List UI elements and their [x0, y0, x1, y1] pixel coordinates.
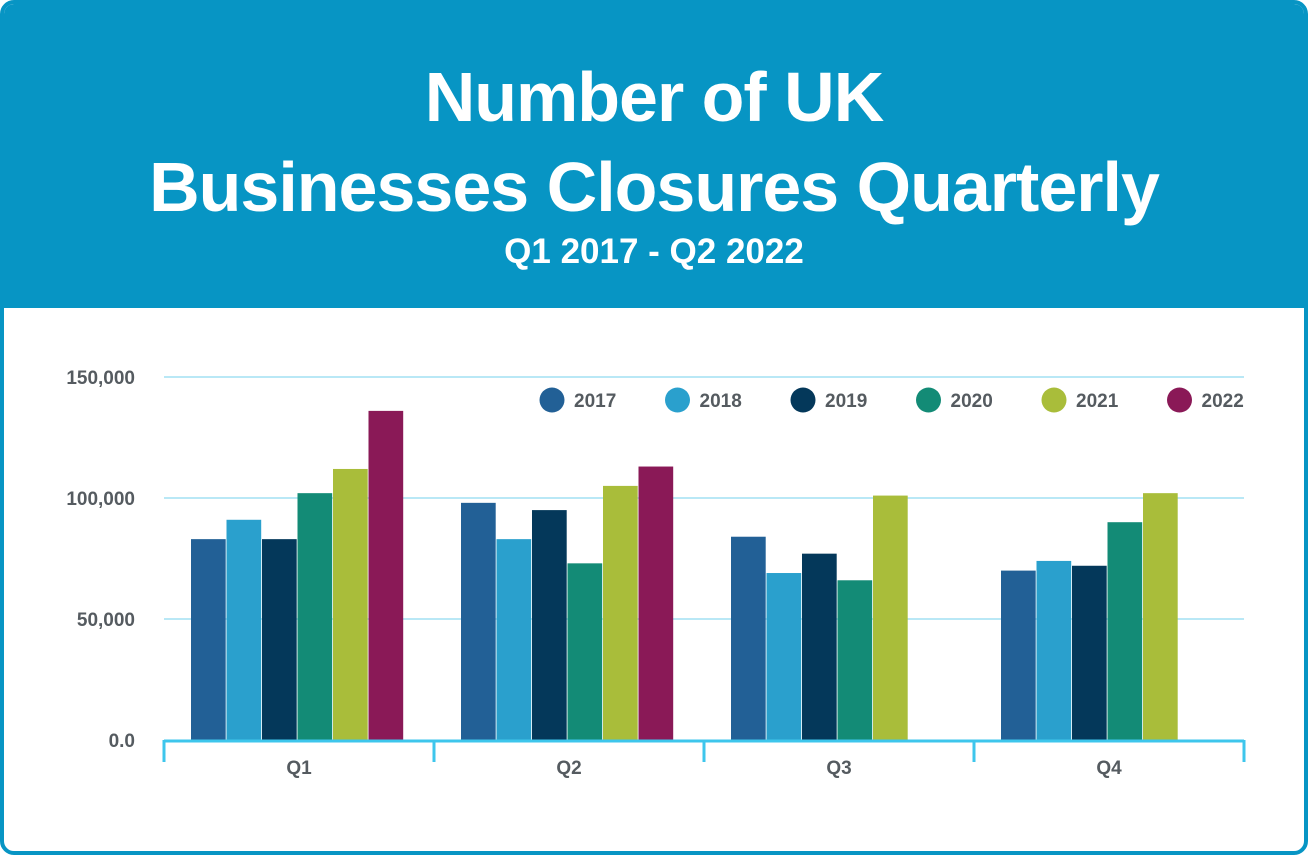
bar-2022-Q2 — [638, 466, 674, 740]
legend-label: 2020 — [951, 391, 993, 412]
x-tick-label: Q1 — [286, 758, 312, 779]
legend-marker-2018 — [665, 387, 690, 413]
bar-2020-Q3 — [837, 580, 873, 740]
bar-2021-Q3 — [873, 495, 908, 740]
bar-2017-Q3 — [731, 536, 766, 740]
bar-2017-Q2 — [461, 502, 496, 740]
bar-2019-Q4 — [1072, 565, 1107, 740]
bar-2020-Q1 — [297, 493, 333, 740]
bar-2021-Q1 — [333, 468, 368, 740]
legend-marker-2022 — [1167, 387, 1192, 413]
legend-marker-2019 — [790, 387, 816, 413]
bar-2018-Q4 — [1036, 560, 1072, 740]
legend-label: 2022 — [1202, 391, 1244, 412]
bar-chart: 0.0 50,000 100,000 150,000 Q1 Q2 Q3 Q4 2017 2018 2… — [66, 368, 1246, 779]
bar-2020-Q2 — [567, 563, 603, 740]
legend-marker-2021 — [1041, 387, 1067, 413]
legend-marker-2017 — [539, 387, 565, 413]
y-tick-label: 0.0 — [109, 731, 135, 752]
bar-2018-Q3 — [766, 573, 802, 740]
bar-2018-Q1 — [226, 519, 262, 740]
x-tick-label: Q4 — [1096, 758, 1122, 779]
bar-2019-Q2 — [532, 510, 567, 740]
bar-2019-Q1 — [262, 539, 297, 740]
chart-title-line1: Number of UK — [424, 58, 885, 136]
y-tick-label: 50,000 — [77, 610, 135, 631]
bar-2017-Q1 — [191, 539, 226, 740]
chart-title-line2: Businesses Closures Quarterly — [149, 148, 1160, 226]
legend-label: 2017 — [574, 391, 616, 412]
chart-title: Number of UK Businesses Closures Quarter… — [4, 52, 1304, 232]
bar-2018-Q2 — [496, 539, 532, 740]
x-tick-label: Q2 — [556, 758, 581, 779]
y-tick-label: 150,000 — [66, 368, 135, 389]
bar-2020-Q4 — [1107, 522, 1143, 740]
x-tick-label: Q3 — [826, 758, 851, 779]
legend-label: 2018 — [700, 391, 742, 412]
y-tick-label: 100,000 — [66, 489, 135, 510]
bar-2022-Q1 — [368, 410, 404, 740]
bar-2021-Q2 — [603, 485, 638, 740]
bar-2017-Q4 — [1001, 570, 1036, 740]
legend-marker-2020 — [916, 387, 941, 413]
chart-subtitle: Q1 2017 - Q2 2022 — [504, 232, 804, 271]
legend-label: 2021 — [1076, 391, 1119, 412]
bar-2019-Q3 — [802, 553, 837, 740]
chart-header: Number of UK Businesses Closures Quarter… — [4, 4, 1304, 308]
bar-2021-Q4 — [1143, 493, 1178, 740]
legend-label: 2019 — [825, 391, 867, 412]
